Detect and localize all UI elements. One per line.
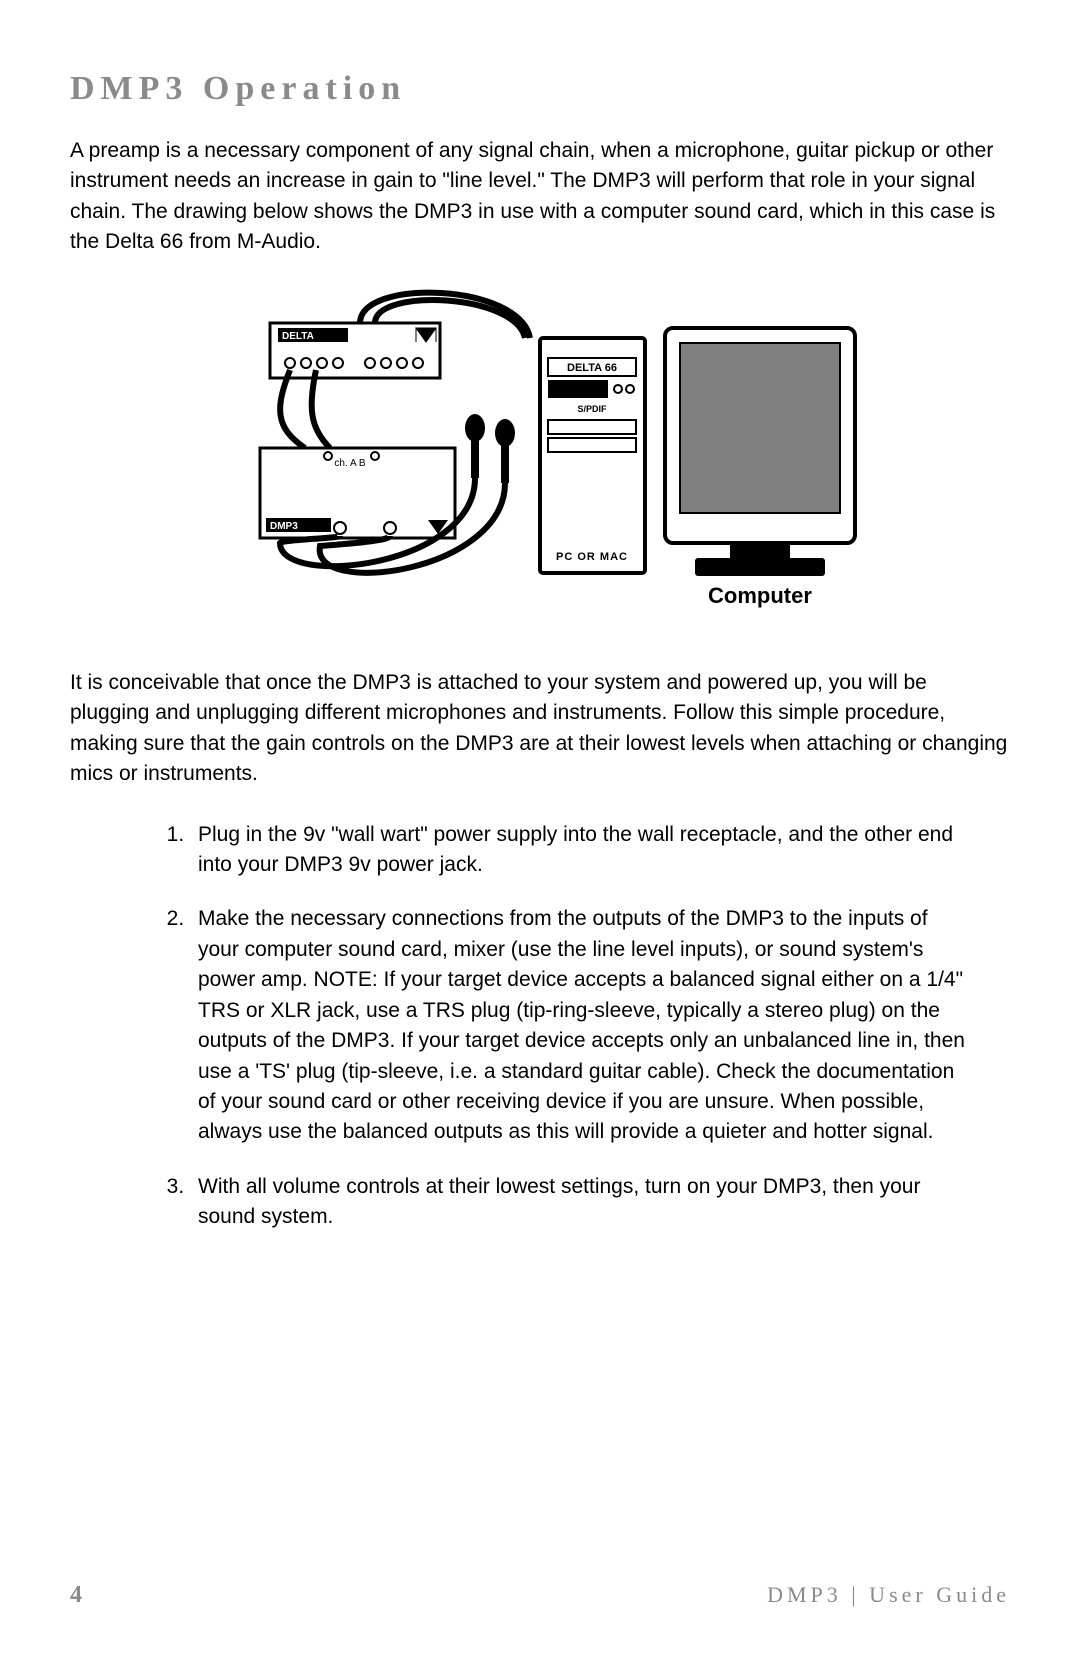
pc-or-mac-label: PC OR MAC — [556, 551, 628, 563]
spdif-label: S/PDIF — [577, 404, 607, 414]
monitor-icon — [665, 328, 855, 576]
delta-label: DELTA — [282, 331, 314, 342]
page-title: DMP3 Operation — [70, 70, 1010, 108]
step-item: With all volume controls at their lowest… — [190, 1172, 1010, 1233]
page-footer: 4 DMP3 | User Guide — [70, 1582, 1010, 1609]
intro-paragraph: A preamp is a necessary component of any… — [70, 136, 1010, 258]
dmp3-label: DMP3 — [270, 521, 298, 532]
channel-label: ch. A B — [334, 458, 365, 469]
paragraph-2: It is conceivable that once the DMP3 is … — [70, 668, 1010, 790]
step-item: Plug in the 9v "wall wart" power supply … — [190, 820, 1010, 881]
delta66-label: DELTA 66 — [567, 362, 617, 374]
connection-diagram: DELTA ch. A B DMP3 — [220, 288, 860, 628]
step-list: Plug in the 9v "wall wart" power supply … — [70, 820, 1010, 1233]
microphone-icon — [465, 414, 515, 483]
footer-guide-title: DMP3 | User Guide — [767, 1582, 1010, 1608]
page-number: 4 — [70, 1582, 84, 1609]
computer-label: Computer — [708, 583, 812, 608]
step-item: Make the necessary connections from the … — [190, 904, 1010, 1148]
diagram-container: DELTA ch. A B DMP3 — [70, 288, 1010, 628]
